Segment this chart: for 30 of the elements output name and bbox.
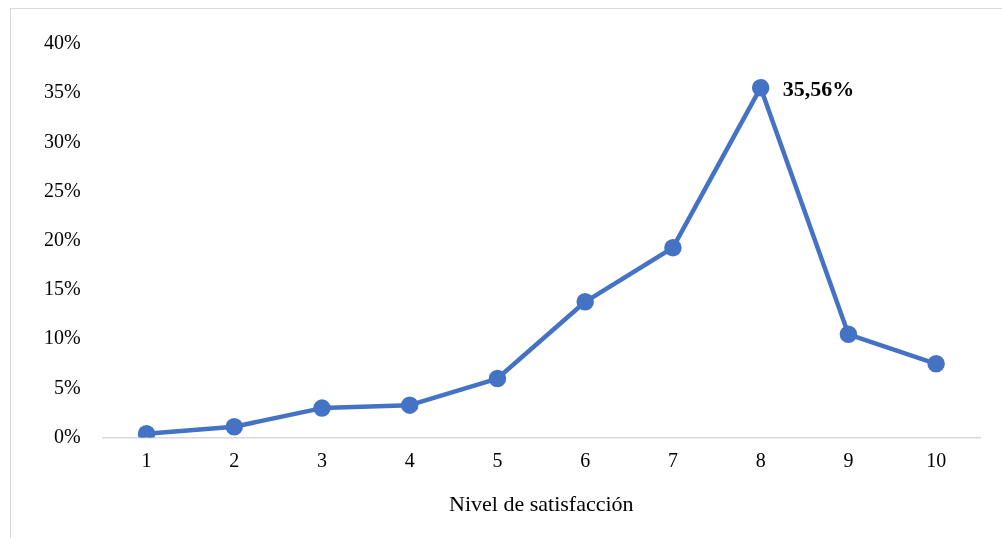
x-tick-label: 3	[317, 448, 327, 471]
x-tick-label: 9	[843, 448, 854, 471]
point	[927, 355, 945, 373]
point	[488, 369, 507, 388]
y-tick-label: 40%	[43, 31, 81, 54]
point	[751, 78, 770, 97]
x-tick-label: 2	[229, 448, 240, 471]
y-tick-label: 30%	[43, 129, 81, 152]
x-axis-title: Nivel de satisfacción	[449, 490, 634, 516]
x-tick-label: 4	[404, 448, 415, 471]
point	[664, 238, 682, 257]
x-tick-label: 8	[755, 448, 766, 471]
y-tick-label: 25%	[43, 178, 81, 201]
y-tick-label: 10%	[43, 326, 81, 349]
y-tick-label: 15%	[43, 277, 81, 300]
x-tick-label: 6	[580, 448, 591, 471]
data-label: 35,56%	[782, 76, 855, 102]
x-tick-label: 1	[141, 448, 152, 471]
point	[225, 418, 244, 436]
point	[400, 396, 419, 414]
point	[313, 399, 331, 417]
x-tick-label: 7	[667, 448, 678, 471]
y-tick-label: 5%	[53, 375, 81, 398]
y-tick-label: 0%	[53, 424, 81, 447]
point	[576, 293, 594, 311]
y-tick-label: 35%	[43, 80, 81, 103]
x-tick-label: 10	[926, 448, 947, 471]
y-tick-label: 20%	[43, 228, 81, 251]
x-tick-label: 5	[492, 448, 503, 471]
point	[839, 325, 858, 344]
